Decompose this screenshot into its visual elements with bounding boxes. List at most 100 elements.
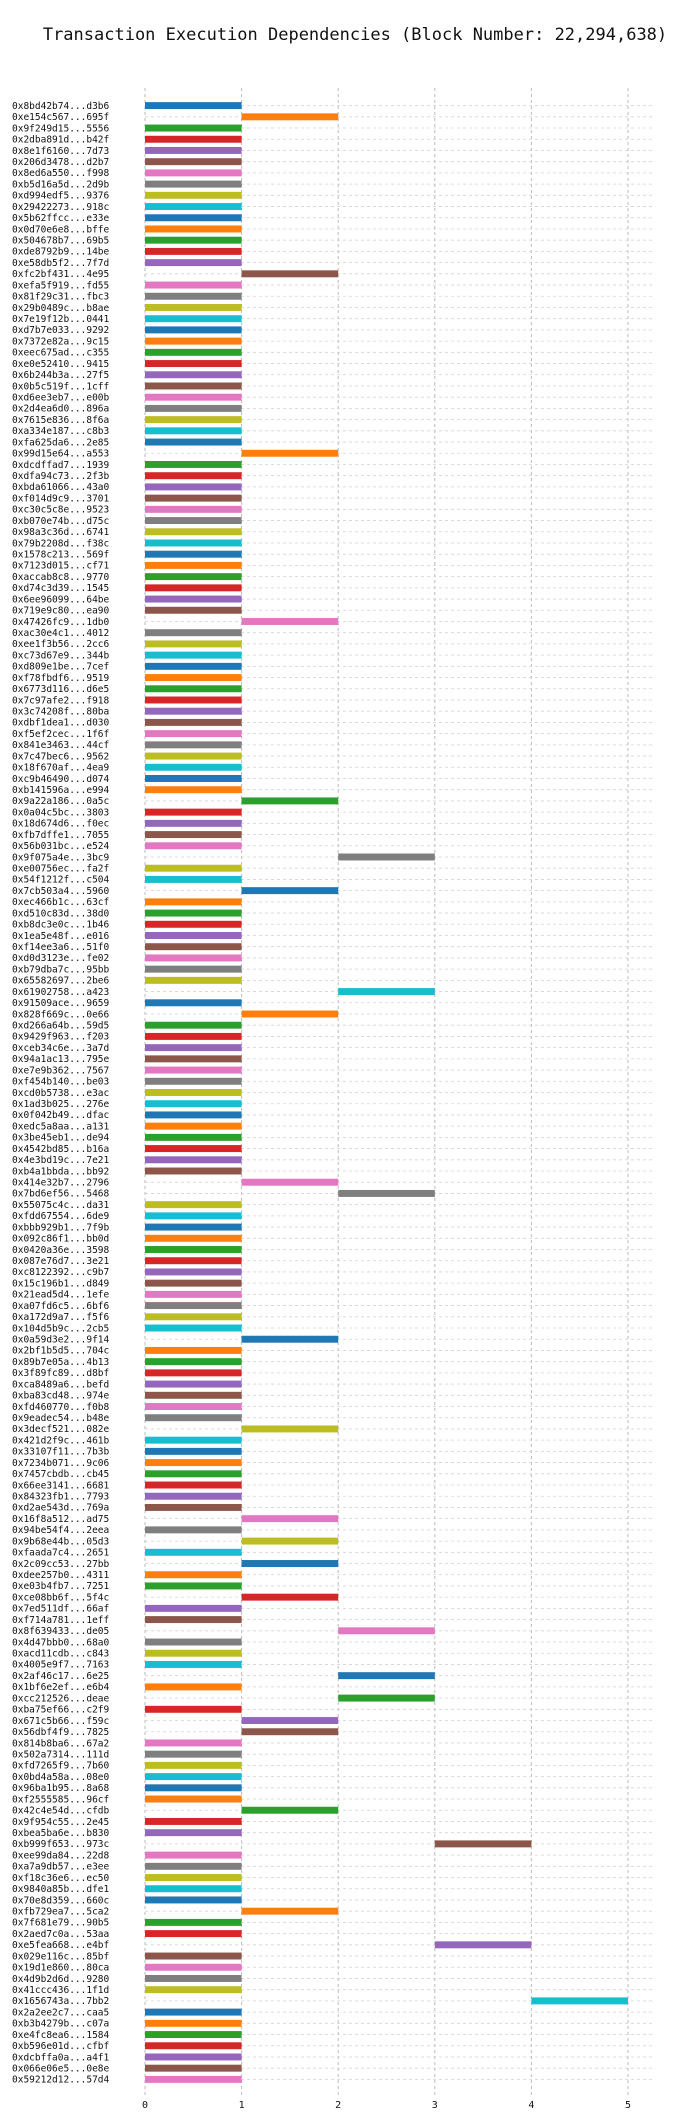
transaction-label: 0xe03b4fb7...7251 <box>12 1581 110 1592</box>
transaction-label: 0x84323fb1...7793 <box>12 1492 109 1503</box>
x-tick-label: 3 <box>432 2100 438 2111</box>
transaction-bar <box>145 763 242 771</box>
transaction-bar <box>145 595 242 603</box>
transaction-label: 0x9f954c55...2e45 <box>12 1817 109 1828</box>
transaction-label: 0x1656743a...7bb2 <box>12 1996 109 2007</box>
transaction-bar <box>241 797 339 805</box>
transaction-bar <box>145 146 242 154</box>
transaction-label: 0xdee257b0...4311 <box>12 1570 110 1581</box>
transaction-label: 0xee1f3b56...2cc6 <box>12 639 110 650</box>
transaction-label: 0x65582697...2be6 <box>12 976 110 987</box>
transaction-label: 0x16f8a512...ad75 <box>12 1514 109 1525</box>
transaction-bar <box>145 483 242 491</box>
transaction-bar <box>145 932 242 939</box>
transaction-label: 0xe7e9b362...7567 <box>12 1065 109 1076</box>
transaction-bar <box>241 618 339 625</box>
transaction-label: 0x2aed7c0a...53aa <box>12 1929 109 1940</box>
transaction-bar <box>145 1066 242 1074</box>
transaction-label: 0x94a1ac13...795e <box>12 1054 110 1065</box>
transaction-label: 0xe0e52410...9415 <box>12 359 109 370</box>
transaction-bar <box>145 1313 242 1321</box>
transaction-bar <box>145 1257 242 1265</box>
transaction-label: 0x8e1f6160...7d73 <box>12 146 109 157</box>
transaction-label: 0x2bf1b5d5...704c <box>12 1346 109 1357</box>
transaction-bar <box>145 2064 242 2072</box>
transaction-label: 0x414e32b7...2796 <box>12 1178 110 1189</box>
transaction-bar <box>145 393 242 401</box>
transaction-bar <box>145 651 242 659</box>
transaction-bar <box>145 124 242 132</box>
transaction-label: 0x206d3478...d2b7 <box>12 157 109 168</box>
transaction-label: 0xce08bb6f...5f4c <box>12 1592 109 1603</box>
transaction-label: 0xa334e187...c8b3 <box>12 426 109 437</box>
transaction-bar <box>145 999 242 1007</box>
transaction-label: 0x1578c213...569f <box>12 549 109 560</box>
transaction-label: 0x55075c4c...da31 <box>12 1200 110 1211</box>
transaction-bar <box>145 382 242 390</box>
transaction-bar <box>338 1672 435 1680</box>
transaction-bar <box>145 1459 242 1467</box>
transaction-label: 0xceb34c6e...3a7d <box>12 1043 109 1054</box>
transaction-bar <box>145 2008 242 2016</box>
transaction-label: 0x8f639433...de05 <box>12 1626 109 1637</box>
transaction-label: 0x98a3c36d...6741 <box>12 527 110 538</box>
transaction-label: 0xfd7265f9...7b60 <box>12 1761 110 1772</box>
transaction-bar <box>145 158 242 166</box>
transaction-bar <box>145 629 242 637</box>
transaction-bar <box>145 303 242 311</box>
transaction-label: 0x6773d116...d6e5 <box>12 684 109 695</box>
transaction-bar <box>241 270 339 278</box>
transaction-label: 0x0a59d3e2...9f14 <box>12 1335 110 1346</box>
transaction-label: 0x7457cbdb...cb45 <box>12 1469 109 1480</box>
transaction-bar <box>145 741 242 749</box>
transaction-bar <box>145 1604 242 1612</box>
transaction-bar <box>145 1089 242 1096</box>
transaction-label: 0xb596e01d...cfbf <box>12 2041 109 2052</box>
transaction-label: 0x19d1e860...80ca <box>12 1963 109 1974</box>
transaction-label: 0xfb729ea7...5ca2 <box>12 1906 109 1917</box>
transaction-label: 0x7e19f12b...0441 <box>12 314 110 325</box>
transaction-bar <box>145 1705 242 1713</box>
transaction-label: 0xc30c5c8e...9523 <box>12 505 109 516</box>
transaction-bar <box>241 113 339 121</box>
transaction-label: 0xf714a781...1eff <box>12 1615 109 1626</box>
transaction-bar <box>145 1167 242 1175</box>
transaction-label: 0xdcdffad7...1939 <box>12 460 110 471</box>
transaction-bar <box>145 1974 242 1982</box>
transaction-label: 0xaccab8c8...9770 <box>12 572 110 583</box>
y-tick-labels: 0x8bd42b74...d3b60xe154c567...695f0x9f24… <box>12 101 110 2086</box>
transaction-bar <box>145 494 242 502</box>
transaction-bar <box>241 1728 339 1736</box>
transaction-label: 0xba75ef66...c2f9 <box>12 1705 110 1716</box>
transaction-bar <box>145 1436 242 1444</box>
transaction-bar <box>145 416 242 424</box>
transaction-bar <box>145 808 242 816</box>
transaction-label: 0xf14ee3a6...51f0 <box>12 942 110 953</box>
transaction-bar <box>145 707 242 715</box>
transaction-label: 0x814b8ba6...67a2 <box>12 1738 109 1749</box>
transaction-bar <box>145 976 242 984</box>
transaction-label: 0x4d47bbb0...68a0 <box>12 1637 110 1648</box>
transaction-label: 0x1bf6e2ef...e6b4 <box>12 1682 110 1693</box>
transaction-bar <box>145 1683 242 1691</box>
transaction-bar <box>145 1526 242 1534</box>
transaction-label: 0x9f249d15...5556 <box>12 123 110 134</box>
transaction-bar <box>145 247 242 255</box>
transaction-bar <box>241 1335 339 1343</box>
transaction-bar <box>145 1795 242 1803</box>
transaction-bar <box>145 135 242 143</box>
transaction-bar <box>145 965 242 973</box>
transaction-label: 0xb3b4279b...c07a <box>12 2019 109 2030</box>
transaction-bar <box>145 842 242 850</box>
transaction-label: 0xd809e1be...7cef <box>12 662 109 673</box>
transaction-label: 0x2af46c17...6e25 <box>12 1671 109 1682</box>
transaction-label: 0xb79dba7c...95bb <box>12 964 110 975</box>
transaction-label: 0xcc212526...deae <box>12 1693 110 1704</box>
transaction-bar <box>145 1234 242 1242</box>
transaction-bar <box>145 1761 242 1769</box>
transaction-bar <box>145 1616 242 1624</box>
transaction-bar <box>145 1986 242 1994</box>
transaction-bar <box>531 1997 628 2005</box>
transaction-label: 0x2d4ea6d0...896a <box>12 404 109 415</box>
transaction-label: 0xd2ae543d...769a <box>12 1503 109 1514</box>
